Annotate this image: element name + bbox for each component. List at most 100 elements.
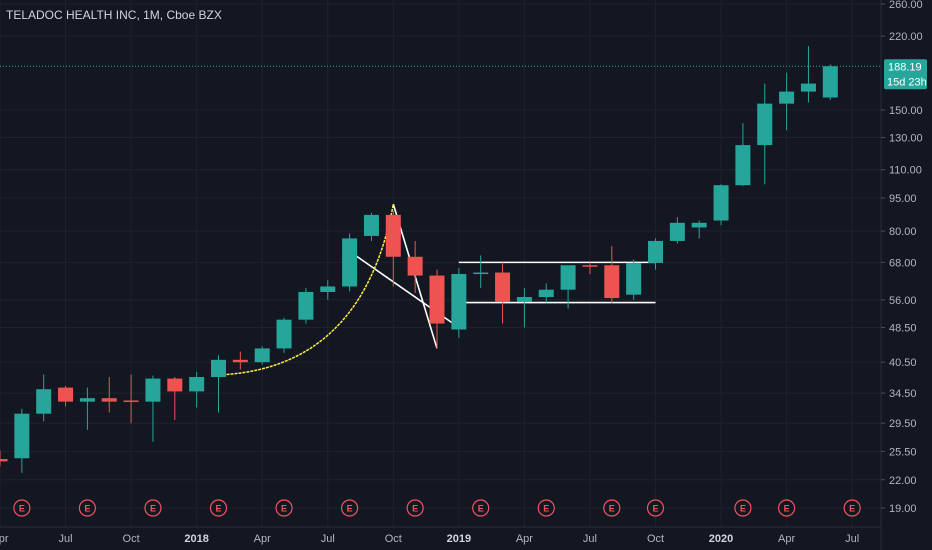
- candle-body: [495, 272, 511, 302]
- time-tick-label: Apr: [778, 533, 795, 545]
- earnings-circle: [406, 499, 424, 517]
- candle-body: [604, 265, 620, 299]
- earnings-label: E: [543, 504, 549, 514]
- earnings-marker[interactable]: E: [275, 499, 293, 517]
- candle-body: [14, 413, 30, 459]
- time-tick-label: Oct: [647, 533, 664, 545]
- earnings-circle: [13, 499, 31, 517]
- earnings-label: E: [150, 504, 156, 514]
- candle-body: [58, 387, 74, 402]
- time-tick-label: Jul: [321, 533, 335, 545]
- earnings-marker[interactable]: E: [537, 499, 555, 517]
- candle-body: [429, 275, 445, 324]
- price-tick-label: 68.00: [889, 257, 917, 269]
- earnings-marker[interactable]: E: [341, 499, 359, 517]
- candle-body: [626, 262, 642, 295]
- candle-body: [276, 319, 292, 349]
- candle-body: [167, 378, 183, 392]
- price-tag-value: 188.19: [888, 61, 922, 73]
- earnings-circle: [843, 499, 861, 517]
- candle-body: [407, 256, 423, 276]
- candle-body: [538, 289, 554, 298]
- candle-body: [822, 66, 838, 98]
- candle-body: [713, 185, 729, 221]
- candle-body: [385, 214, 401, 257]
- candle-body: [79, 398, 95, 402]
- earnings-label: E: [281, 504, 287, 514]
- earnings-marker[interactable]: E: [13, 499, 31, 517]
- candle-body: [101, 398, 117, 402]
- price-axis[interactable]: 19.00 22.00 25.50 29.50 34.50 40.50 48.50 56.00…: [880, 0, 927, 550]
- candle-body: [582, 265, 598, 267]
- earnings-marker[interactable]: E: [209, 499, 228, 517]
- earnings-circle: [603, 499, 621, 517]
- price-tick-label: 130.00: [889, 133, 923, 145]
- candle-body: [36, 389, 52, 414]
- candle-body: [757, 103, 773, 146]
- earnings-circle: [341, 499, 359, 517]
- time-tick-label: Jul: [583, 533, 597, 545]
- price-tick-label: 22.00: [889, 475, 917, 487]
- earnings-marker[interactable]: E: [472, 499, 490, 517]
- earnings-circle: [78, 499, 97, 517]
- candle-body: [516, 297, 532, 302]
- time-axis[interactable]: Apr Jul Oct 2018 Apr Jul Oct 2019 Apr Jul Oct 2020 A…: [0, 526, 881, 545]
- time-tick-label: Apr: [254, 533, 271, 545]
- candle-body: [648, 240, 663, 263]
- price-tick-label: 40.50: [889, 357, 917, 369]
- candle-body: [123, 400, 139, 402]
- earnings-marker[interactable]: E: [603, 499, 621, 517]
- grid-lines: [0, 0, 881, 527]
- earnings-label: E: [412, 504, 418, 514]
- time-tick-label: Apr: [0, 533, 9, 545]
- earnings-circle: [777, 499, 796, 517]
- earnings-label: E: [652, 504, 658, 514]
- earnings-label: E: [84, 504, 90, 514]
- earnings-marker[interactable]: E: [406, 499, 424, 517]
- time-tick-label: Jul: [59, 533, 73, 545]
- earnings-marker[interactable]: E: [78, 499, 97, 517]
- price-tick-label: 29.50: [889, 418, 917, 430]
- candle-body: [560, 265, 576, 290]
- earnings-label: E: [478, 504, 484, 514]
- price-tick-label: 260.00: [889, 0, 923, 11]
- earnings-circle: [209, 499, 228, 517]
- earnings-marker[interactable]: E: [734, 499, 752, 517]
- earnings-marker[interactable]: E: [777, 499, 796, 517]
- candle-body: [669, 222, 685, 241]
- price-tag-bg: [884, 59, 927, 90]
- price-tick-label: 56.00: [889, 295, 917, 307]
- candle-body: [298, 292, 314, 320]
- time-tick-label: Oct: [123, 533, 140, 545]
- earnings-marker[interactable]: E: [144, 499, 162, 517]
- time-tick-label: 2020: [709, 533, 733, 545]
- earnings-circle: [646, 499, 665, 517]
- price-tag-countdown: 15d 23h: [887, 76, 927, 88]
- earnings-circle: [734, 499, 752, 517]
- time-tick-label: 2018: [184, 533, 208, 545]
- candle-body: [211, 359, 226, 378]
- cup-curve: [226, 203, 395, 376]
- time-tick-label: Jul: [845, 533, 859, 545]
- earnings-marker[interactable]: E: [646, 499, 665, 517]
- earnings-label: E: [784, 504, 790, 514]
- price-tick-label: 150.00: [889, 105, 923, 117]
- price-tick-label: 25.50: [889, 446, 917, 458]
- earnings-label: E: [849, 504, 855, 514]
- candle-body: [254, 348, 270, 363]
- candle-body: [735, 145, 751, 186]
- earnings-label: E: [215, 504, 221, 514]
- price-tick-label: 19.00: [889, 503, 917, 515]
- candle-body: [342, 238, 358, 287]
- earnings-marker[interactable]: E: [843, 499, 861, 517]
- candle-body: [779, 91, 795, 104]
- chart-title: TELADOC HEALTH INC, 1M, Cboe BZX: [6, 8, 222, 22]
- candle-body: [451, 274, 467, 330]
- earnings-label: E: [740, 504, 746, 514]
- candle-body: [232, 359, 248, 363]
- last-price-tag: 188.19 15d 23h: [884, 59, 927, 90]
- time-tick-label: Apr: [516, 533, 533, 545]
- price-tick-label: 95.00: [889, 193, 917, 205]
- time-tick-label: 2019: [447, 533, 471, 545]
